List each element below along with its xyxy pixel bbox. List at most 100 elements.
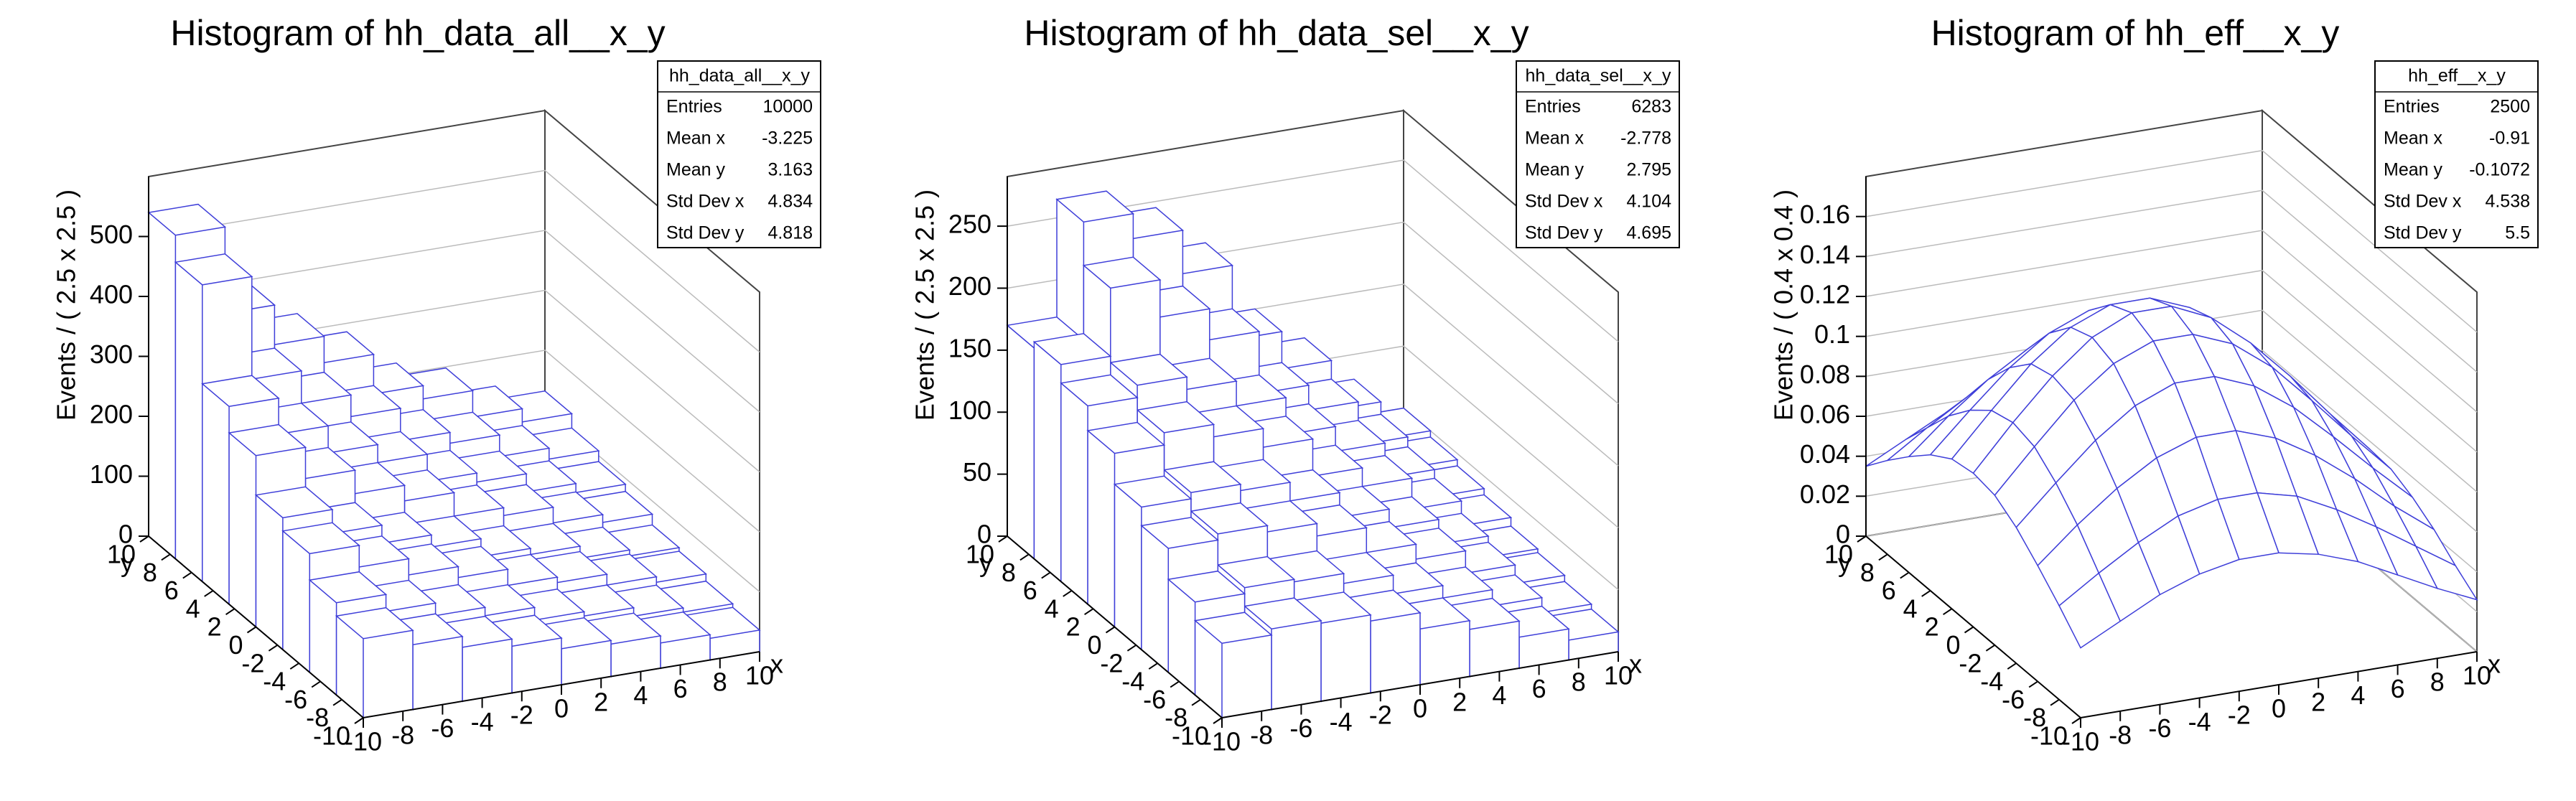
y-tick	[1213, 717, 1223, 724]
x-tick-label: 2	[2311, 687, 2325, 716]
x-tick-label: -10	[345, 727, 382, 756]
stats-label: Mean y	[666, 160, 725, 180]
y-tick	[139, 535, 149, 543]
x-tick-label: -2	[510, 701, 533, 730]
y-tick	[182, 571, 192, 579]
x-tick-label: 4	[633, 680, 648, 710]
stats-value: -2.778	[1620, 128, 1671, 149]
y-tick	[1148, 662, 1158, 670]
x-tick-label: 0	[2272, 694, 2286, 723]
y-tick-label: -6	[1143, 685, 1166, 714]
x-tick-label: -6	[2148, 713, 2171, 743]
y-tick	[311, 680, 321, 688]
y-axis-title: y	[979, 548, 992, 578]
z-tick-label: 100	[90, 459, 133, 489]
y-tick-label: 8	[143, 558, 157, 587]
y-tick	[2028, 680, 2038, 688]
y-axis-title: y	[1838, 548, 1851, 578]
x-tick-label: 8	[2430, 668, 2445, 697]
y-tick	[1084, 608, 1094, 616]
chart-title: Histogram of hh_data_all__x_y	[170, 13, 665, 53]
y-tick-label: -10	[1172, 721, 1209, 751]
z-tick-label: 0.1	[1814, 319, 1850, 349]
z-tick-label: 200	[90, 400, 133, 429]
x-tick-label: 10	[2463, 661, 2491, 690]
x-tick-label: -4	[2188, 707, 2211, 736]
grid-line	[1007, 159, 1619, 342]
stats-label: Mean x	[1525, 128, 1584, 149]
y-tick-label: 10	[1824, 540, 1853, 569]
y-tick-label: 8	[1860, 558, 1875, 587]
stats-value: -3.225	[762, 128, 813, 149]
x-tick-label: -8	[1250, 720, 1273, 749]
z-axis-title: Events / ( 0.4 x 0.4 )	[1769, 189, 1798, 421]
stats-label: Std Dev y	[1525, 223, 1603, 243]
stats-value: 4.695	[1626, 223, 1671, 243]
x-axis-title: x	[1629, 650, 1642, 679]
y-tick	[225, 608, 235, 616]
z-tick-label: 50	[963, 457, 991, 487]
y-tick-label: 10	[107, 540, 136, 569]
x-tick-label: 4	[1492, 680, 1506, 710]
stats-label: Entries	[2384, 97, 2440, 117]
y-tick-label: -10	[2030, 721, 2068, 751]
x-tick-label: 6	[1532, 674, 1546, 703]
z-tick-label: 400	[90, 280, 133, 309]
y-tick	[1105, 626, 1116, 634]
z-tick-label: 0	[1836, 520, 1850, 549]
x-tick-label: -6	[431, 713, 454, 743]
grid-line	[1865, 269, 2478, 453]
stats-value: 4.834	[767, 192, 813, 212]
z-tick-label: 0	[118, 520, 133, 549]
z-tick-label: 0	[977, 520, 991, 549]
stats-value: 4.818	[767, 223, 813, 243]
y-tick-label: -4	[263, 667, 286, 696]
x-tick-label: -2	[2228, 701, 2251, 730]
z-tick-label: 250	[948, 210, 991, 239]
y-tick	[1170, 680, 1180, 688]
stats-label: Std Dev y	[666, 223, 745, 243]
y-tick	[354, 717, 364, 724]
x-tick-label: -8	[391, 720, 414, 749]
y-tick-label: 10	[966, 540, 994, 569]
y-tick-label: 6	[164, 576, 179, 605]
y-tick	[2007, 662, 2017, 670]
z-axis-title: Events / ( 2.5 x 2.5 )	[910, 189, 940, 421]
z-tick-label: 150	[948, 333, 991, 362]
z-tick-label: 0.16	[1800, 200, 1850, 229]
y-tick-label: -2	[241, 648, 264, 678]
x-tick-label: 8	[1572, 668, 1586, 697]
y-tick-label: 0	[1946, 630, 1960, 660]
stats-label: Std Dev x	[1525, 192, 1603, 212]
bar	[1193, 612, 1273, 719]
surface-cell	[2058, 572, 2122, 649]
y-tick	[1943, 608, 1953, 616]
stats-label: Std Dev y	[2384, 223, 2462, 243]
x-tick-label: 0	[554, 694, 569, 723]
stats-label: Mean y	[1525, 160, 1584, 180]
stats-label: Std Dev x	[2384, 192, 2462, 212]
x-tick-label: -2	[1369, 701, 1392, 730]
y-tick-label: -8	[1165, 703, 1187, 732]
x-tick-label: -8	[2109, 720, 2132, 749]
y-tick	[246, 626, 257, 634]
stats-box	[657, 60, 821, 248]
y-tick	[1921, 590, 1931, 597]
z-tick-label: 0.04	[1800, 439, 1850, 469]
x-tick-label: 2	[1452, 687, 1467, 716]
x-tick-label: -6	[1289, 713, 1312, 743]
y-tick	[204, 590, 214, 597]
grid-line	[1865, 189, 2478, 373]
stats-label: Mean x	[2384, 128, 2442, 149]
stats-label: Mean x	[666, 128, 725, 149]
stats-title: hh_data_all__x_y	[669, 66, 810, 86]
x-tick-label: 8	[713, 668, 727, 697]
y-tick-label: -6	[284, 685, 307, 714]
y-axis-title: y	[121, 548, 134, 578]
y-tick	[332, 698, 342, 706]
y-tick-label: -6	[2002, 685, 2025, 714]
stats-title: hh_data_sel__x_y	[1526, 66, 1671, 86]
x-tick-label: -10	[1203, 727, 1241, 756]
y-tick	[2071, 717, 2081, 724]
y-tick	[1063, 590, 1073, 597]
